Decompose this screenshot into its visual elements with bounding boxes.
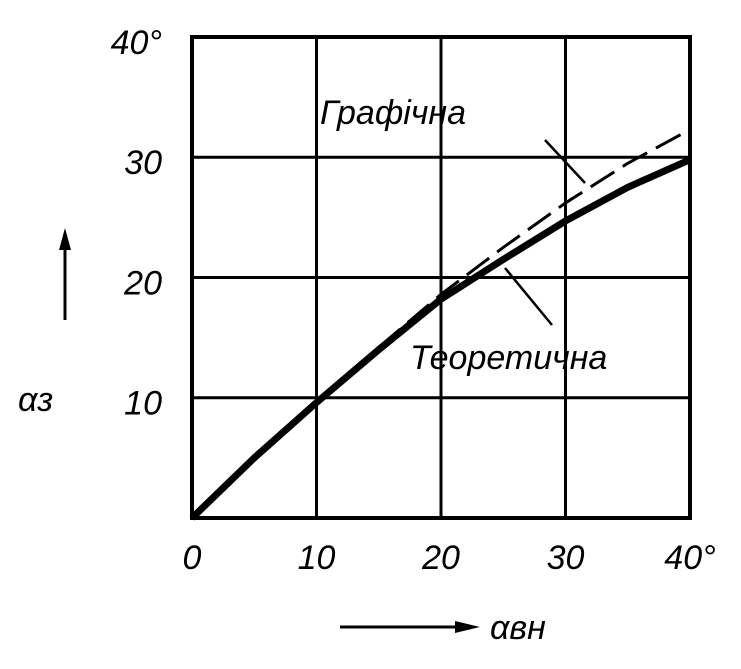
y-axis-label: αз (18, 381, 53, 419)
y-tick-label: 10 (124, 385, 162, 423)
x-tick-label: 30 (547, 539, 585, 577)
annotation: Графічна (320, 94, 466, 132)
x-axis-label: αвн (490, 609, 546, 647)
x-arrow-head (455, 621, 480, 633)
annotation: Теоретична (410, 339, 607, 377)
series-line (377, 128, 691, 349)
x-tick-label: 10 (298, 539, 336, 577)
x-tick-label: 0 (183, 539, 202, 577)
series-line (189, 156, 692, 521)
y-tick-label: 40° (111, 24, 162, 62)
y-tick-label: 30 (124, 144, 162, 182)
y-tick-label: 20 (123, 264, 162, 302)
x-tick-label: 40° (664, 539, 715, 577)
x-tick-label: 20 (421, 539, 460, 577)
y-arrow-head (59, 228, 71, 250)
